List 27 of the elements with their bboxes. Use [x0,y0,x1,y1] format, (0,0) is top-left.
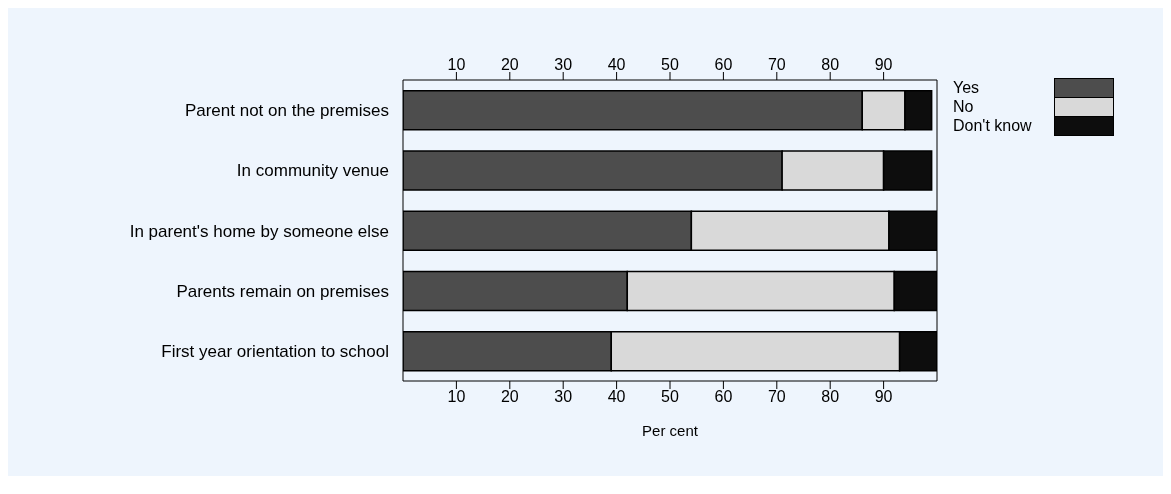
x2-tick-label: 20 [500,56,519,73]
x-tick-label: 10 [447,388,466,406]
x2-tick-label: 10 [447,56,466,73]
x2-tick-label: 40 [607,56,626,73]
x2-tick-label: 70 [767,56,786,73]
x2-tick-label: 60 [714,56,733,73]
x-tick-label: 30 [554,388,573,406]
x-tick-label: 20 [500,388,519,406]
x-axis-title: Per cent [642,422,699,439]
x2-tick-label: 30 [554,56,573,73]
x2-tick-label: 80 [821,56,840,73]
x-tick-label: 80 [821,388,840,406]
x-tick-label: 50 [661,388,679,406]
y-tick-label: In community venue [236,161,389,181]
text: No [953,98,974,115]
x2-tick-label: 90 [874,56,893,73]
y-tick-label: Parent not on the premises [184,101,389,121]
x2-tick-label: 50 [661,56,679,73]
legend-label: Don't know [953,116,1032,135]
text: Yes [953,79,980,96]
x-tick-label: 70 [767,388,786,406]
y-tick-label: In parent's home by someone else [129,221,389,241]
x-tick-label: 60 [714,388,733,406]
y-tick-label: Parents remain on premises [176,281,389,301]
x-tick-label: 90 [874,388,893,406]
x-tick-label: 40 [607,388,626,406]
y-tick-label: First year orientation to school [161,341,389,361]
